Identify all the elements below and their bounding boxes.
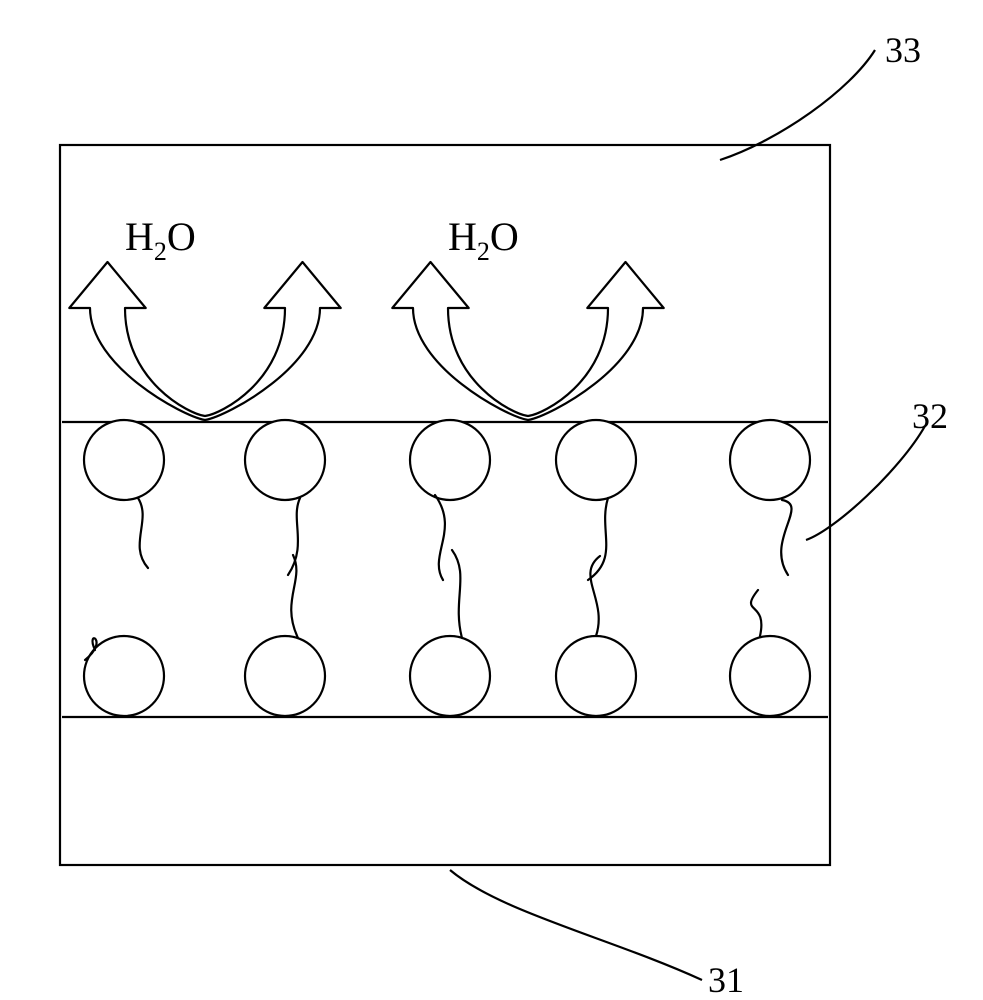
- top-row-circle-1: [245, 420, 325, 500]
- callout-label-32: 32: [912, 396, 948, 436]
- tail-8: [590, 556, 600, 636]
- tail-1: [288, 498, 300, 575]
- bottom-row-circle-2: [410, 636, 490, 716]
- tail-7: [452, 550, 462, 638]
- h2o-label-0: H2O: [125, 214, 196, 266]
- callout-leader-32: [806, 426, 925, 540]
- tail-4: [781, 500, 791, 575]
- water-arrow-0: [69, 262, 340, 420]
- callout-label-33: 33: [885, 30, 921, 70]
- diagram-svg: H2O H2O 33 32 31: [0, 0, 983, 1000]
- top-row-circle-0: [84, 420, 164, 500]
- water-arrow-1: [392, 262, 663, 420]
- bottom-row-circle-4: [730, 636, 810, 716]
- h2o-label-1: H2O: [448, 214, 519, 266]
- diagram-stage: H2O H2O 33 32 31: [0, 0, 983, 1000]
- callout-label-31: 31: [708, 960, 744, 1000]
- top-row-circle-2: [410, 420, 490, 500]
- tail-9: [751, 590, 761, 636]
- tail-2: [435, 495, 445, 580]
- top-row-circle-3: [556, 420, 636, 500]
- callout-leader-31: [450, 870, 702, 980]
- bottom-row-circle-3: [556, 636, 636, 716]
- callout-leader-33: [720, 50, 875, 160]
- bottom-row-circle-1: [245, 636, 325, 716]
- top-row-circle-4: [730, 420, 810, 500]
- tail-0: [138, 498, 148, 568]
